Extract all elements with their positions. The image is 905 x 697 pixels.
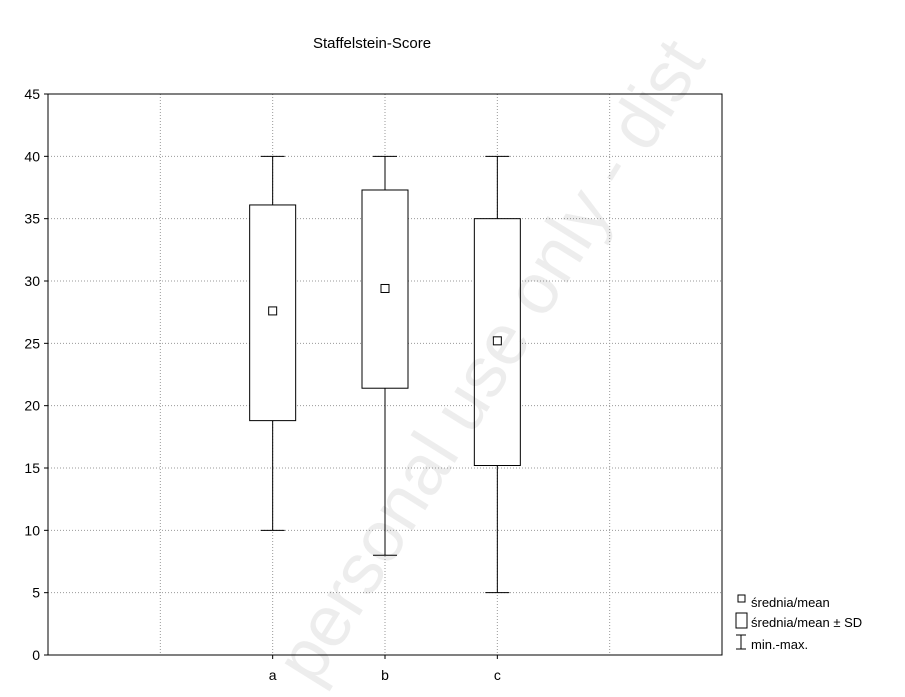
legend-label: średnia/mean [751, 595, 830, 610]
y-tick-label: 40 [24, 148, 40, 164]
y-tick-label: 30 [24, 273, 40, 289]
legend: średnia/mean średnia/mean ± SD min.-max. [735, 594, 862, 652]
y-tick-label: 15 [24, 460, 40, 476]
box-series [249, 155, 521, 594]
y-tick-label: 20 [24, 398, 40, 414]
y-tick-label: 35 [24, 211, 40, 227]
mean-marker [268, 306, 278, 316]
y-tick-label: 45 [24, 86, 40, 102]
mean-marker [492, 336, 502, 346]
x-tick-label: c [494, 667, 501, 683]
y-tick-label: 5 [32, 585, 40, 601]
x-axis: a b c [269, 655, 501, 683]
legend-label: średnia/mean ± SD [751, 615, 862, 630]
y-tick-label: 0 [32, 647, 40, 663]
legend-sd-symbol [735, 612, 748, 629]
y-tick-label: 25 [24, 335, 40, 351]
mean-marker [380, 283, 390, 293]
chart-title: Staffelstein-Score [313, 35, 431, 52]
y-axis: 0 5 10 15 20 25 30 35 40 45 [24, 86, 48, 663]
x-tick-label: b [381, 667, 389, 683]
legend-mean-symbol [737, 594, 746, 603]
legend-label: min.-max. [751, 637, 808, 652]
x-tick-label: a [269, 667, 277, 683]
y-tick-label: 10 [24, 522, 40, 538]
